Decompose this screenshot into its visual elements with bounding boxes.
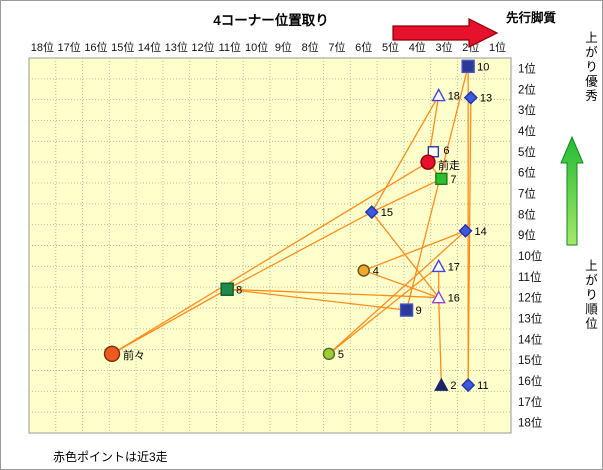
y-tick-label: 1位 xyxy=(518,61,536,75)
connector-line xyxy=(371,95,440,213)
y-tick-label: 15位 xyxy=(518,353,542,367)
connector-line xyxy=(363,230,466,272)
point-label-13: 13 xyxy=(480,93,492,105)
data-point-9 xyxy=(399,303,414,317)
data-point-15 xyxy=(364,205,379,220)
data-point-18 xyxy=(431,88,446,102)
x-tick-label: 10位 xyxy=(245,40,268,54)
y-tick-label: 3位 xyxy=(518,103,536,117)
y-tick-label: 18位 xyxy=(518,416,542,430)
x-tick-label: 18位 xyxy=(31,40,54,54)
point-label-16: 16 xyxy=(448,293,460,305)
y-tick-label: 2位 xyxy=(518,82,536,96)
x-tick-label: 14位 xyxy=(138,40,161,54)
x-tick-label: 8位 xyxy=(302,40,319,54)
point-label-2: 2 xyxy=(450,380,456,392)
y-tick-label: 14位 xyxy=(518,332,542,346)
agari-rank-axis-label: 上がり順位 xyxy=(583,259,597,332)
y-axis-tick-labels: 1位 2位 3位 4位 5位 6位 7位 8位 9位 10位 11位 12位 13位 14位 15位 16位 1… xyxy=(518,61,542,429)
chart-title: 4コーナー位置取り xyxy=(213,13,329,28)
data-point-10 xyxy=(461,59,475,74)
y-tick-label: 16位 xyxy=(518,374,542,388)
data-point-7 xyxy=(435,172,448,186)
point-label-14: 14 xyxy=(474,226,486,238)
point-label-8: 8 xyxy=(236,284,242,296)
data-point-11 xyxy=(461,378,476,393)
x-tick-label: 7位 xyxy=(328,40,345,54)
data-point-前走 xyxy=(420,154,436,170)
y-tick-label: 7位 xyxy=(518,186,536,200)
x-tick-label: 16位 xyxy=(84,40,107,54)
point-label-11: 11 xyxy=(477,380,488,392)
connector-line xyxy=(226,211,373,290)
point-label-前々: 前々 xyxy=(123,348,145,362)
y-tick-label: 4位 xyxy=(518,124,536,138)
point-label-17: 17 xyxy=(448,261,460,273)
data-point-13 xyxy=(463,90,478,105)
x-tick-label: 9位 xyxy=(275,40,292,54)
data-point-14 xyxy=(458,223,473,238)
point-label-前走: 前走 xyxy=(438,158,460,172)
point-label-9: 9 xyxy=(416,305,422,317)
y-tick-label: 8位 xyxy=(518,207,536,221)
connector-line xyxy=(467,97,472,386)
agari-up-arrow-icon xyxy=(560,135,584,246)
grid-lines xyxy=(29,58,511,433)
x-tick-label: 17位 xyxy=(58,40,81,54)
y-tick-label: 6位 xyxy=(518,166,536,180)
point-label-6: 6 xyxy=(443,145,449,157)
data-point-4 xyxy=(357,264,370,277)
red-points-note: 赤色ポイントは近3走 xyxy=(53,450,168,464)
x-tick-label: 11位 xyxy=(219,40,241,54)
point-label-4: 4 xyxy=(373,266,379,278)
connector-line xyxy=(111,288,228,355)
data-point-2 xyxy=(434,377,449,391)
connector-line xyxy=(227,288,439,299)
x-tick-label: 5位 xyxy=(382,40,399,54)
data-point-8 xyxy=(220,282,234,296)
y-tick-label: 10位 xyxy=(518,249,542,263)
x-axis-tick-labels: 18位 17位 16位 15位 14位 13位 12位 11位 10位 9位 8位 7位 6位 5位 4位 3… xyxy=(31,40,506,54)
point-label-10: 10 xyxy=(477,61,489,73)
x-tick-label: 3位 xyxy=(435,40,452,54)
connector-line xyxy=(371,178,442,213)
connector-line xyxy=(363,269,439,299)
agari-excellent-label: 上がり優秀 xyxy=(583,31,597,104)
connector-line xyxy=(328,230,466,355)
x-tick-label: 12位 xyxy=(191,40,214,54)
x-tick-label: 4位 xyxy=(409,40,426,54)
connector-line xyxy=(328,265,440,355)
y-tick-label: 13位 xyxy=(518,311,542,325)
data-point-5 xyxy=(322,347,336,361)
data-points: 10 18 13 6前走 7 15 14 4 17 8 16 9 前々 5 2 11 xyxy=(103,59,492,393)
point-label-7: 7 xyxy=(450,174,456,186)
x-tick-label: 6位 xyxy=(355,40,372,54)
connector-lines xyxy=(111,66,472,386)
data-point-16 xyxy=(431,290,446,304)
y-tick-label: 9位 xyxy=(518,228,536,242)
data-point-前々 xyxy=(103,345,121,363)
x-tick-label: 13位 xyxy=(165,40,188,54)
x-tick-label: 1位 xyxy=(489,40,506,54)
y-tick-label: 17位 xyxy=(518,395,542,409)
point-label-15: 15 xyxy=(381,207,393,219)
point-label-18: 18 xyxy=(448,91,460,103)
front-runner-arrow-icon xyxy=(392,18,499,48)
y-tick-label: 12位 xyxy=(518,291,542,305)
front-runner-label: 先行脚質 xyxy=(506,11,557,25)
connector-line xyxy=(111,161,429,355)
connector-line xyxy=(438,297,443,386)
data-point-17 xyxy=(431,258,446,273)
y-tick-label: 5位 xyxy=(518,145,536,159)
x-tick-label: 15位 xyxy=(111,40,134,54)
point-label-5: 5 xyxy=(338,349,344,361)
connector-line xyxy=(227,288,407,311)
y-tick-label: 11位 xyxy=(518,270,541,284)
